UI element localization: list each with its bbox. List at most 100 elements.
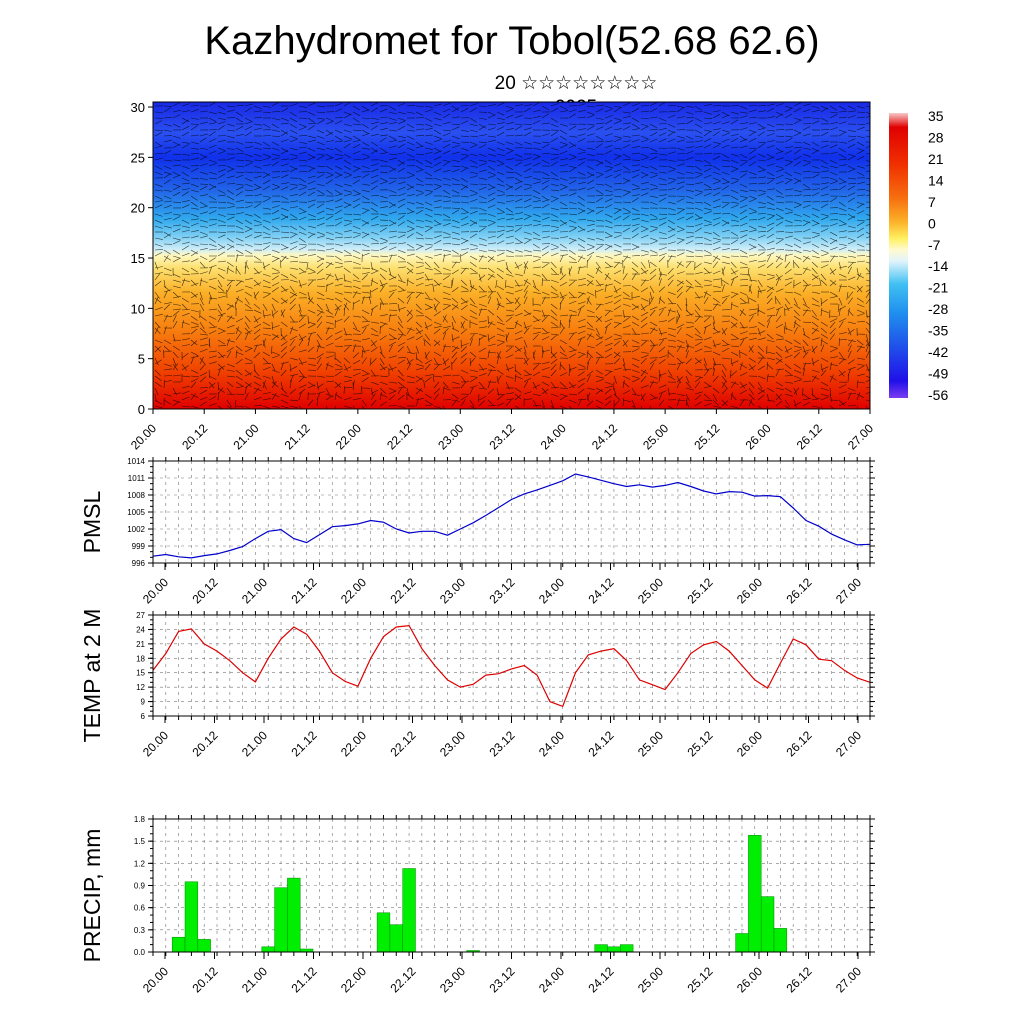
- wind-barb: [793, 141, 802, 144]
- wind-barb: [487, 273, 494, 281]
- wind-barb: [235, 171, 245, 174]
- wind-barb: [487, 127, 496, 131]
- wind-barb: [460, 369, 469, 374]
- wind-barb: [747, 267, 750, 276]
- wind-barb: [703, 249, 712, 254]
- wind-barb: [856, 181, 865, 185]
- wind-barb: [415, 261, 424, 264]
- wind-barb: [433, 311, 441, 317]
- wind-barb: [577, 338, 582, 347]
- wind-barb: [163, 200, 172, 203]
- wind-barb: [568, 345, 576, 351]
- wind-barb: [397, 369, 404, 377]
- wind-barb: [766, 291, 773, 299]
- wind-barb: [613, 231, 622, 234]
- wind-barb: [154, 252, 163, 257]
- wind-barb: [271, 275, 279, 281]
- wind-barb: [658, 217, 667, 221]
- wind-barb: [271, 272, 280, 275]
- wind-barb: [703, 138, 712, 143]
- x-tick-label: 26.12: [794, 421, 825, 452]
- wind-barb: [397, 135, 406, 139]
- wind-barb: [163, 107, 171, 113]
- wind-barb: [586, 209, 595, 215]
- wind-barb: [496, 217, 505, 221]
- wind-barb: [568, 367, 577, 371]
- wind-barb: [838, 105, 847, 111]
- wind-barb: [658, 273, 667, 276]
- wind-barb: [469, 399, 475, 407]
- wind-barb: [550, 117, 558, 123]
- wind-barb: [577, 301, 586, 305]
- wind-barb: [541, 387, 548, 395]
- wind-barb: [343, 183, 352, 187]
- wind-barb: [595, 327, 600, 336]
- wind-barb: [766, 387, 775, 393]
- wind-barb: [298, 261, 308, 263]
- wind-barb: [199, 344, 208, 347]
- wind-barb: [604, 225, 613, 229]
- wind-barb: [703, 326, 707, 335]
- wind-barb: [694, 174, 703, 179]
- wind-barb: [442, 113, 451, 119]
- wind-barb: [343, 279, 352, 283]
- wind-barb: [244, 381, 252, 388]
- wind-barb: [388, 194, 398, 197]
- wind-barb: [343, 249, 351, 255]
- wind-barb: [316, 117, 325, 120]
- wind-barb: [712, 393, 718, 402]
- wind-barb: [793, 237, 802, 242]
- wind-barb: [226, 109, 235, 113]
- wind-barb: [667, 165, 676, 170]
- wind-barb: [388, 405, 398, 407]
- wind-barb: [451, 399, 458, 407]
- wind-barb: [289, 193, 298, 197]
- wind-barb: [316, 174, 325, 179]
- wind-barb: [784, 254, 787, 263]
- wind-barb: [631, 315, 640, 321]
- wind-barb: [487, 255, 495, 261]
- wind-barb: [595, 206, 605, 209]
- wind-barb: [325, 297, 334, 301]
- wind-barb: [442, 381, 449, 389]
- wind-barb: [334, 305, 342, 311]
- wind-barb: [289, 326, 294, 335]
- wind-barb: [154, 243, 163, 247]
- wind-barb: [280, 393, 289, 397]
- wind-barb: [514, 104, 523, 107]
- wind-barb: [550, 369, 557, 377]
- wind-barb: [730, 270, 739, 275]
- wind-barb: [676, 314, 681, 323]
- wind-barb: [262, 173, 270, 179]
- wind-barb: [226, 266, 229, 275]
- wind-barb: [181, 117, 190, 122]
- wind-barb: [838, 111, 848, 113]
- precip-bar: [620, 944, 634, 953]
- wind-barb: [244, 121, 253, 125]
- wind-barb: [766, 201, 775, 206]
- wind-barb: [397, 152, 406, 155]
- wind-barb: [820, 237, 828, 243]
- wind-barb: [271, 333, 280, 338]
- wind-barb: [694, 227, 702, 233]
- wind-barb: [568, 192, 577, 197]
- wind-barb: [694, 223, 703, 227]
- wind-barb: [451, 165, 461, 167]
- wind-barb: [460, 352, 468, 359]
- wind-barb: [505, 399, 512, 407]
- wind-barb: [730, 360, 739, 365]
- wind-barb: [217, 213, 226, 217]
- wind-barb: [613, 138, 622, 143]
- wind-barb: [334, 157, 343, 161]
- wind-barb: [460, 343, 469, 347]
- wind-barb: [712, 387, 720, 394]
- wind-barb: [613, 279, 622, 285]
- wind-barb: [730, 370, 738, 377]
- wind-barb: [334, 147, 342, 153]
- wind-barb: [262, 309, 265, 318]
- wind-barb: [235, 237, 244, 242]
- wind-barb: [478, 159, 487, 162]
- wind-barb: [703, 393, 711, 400]
- wind-barb: [757, 201, 766, 205]
- wind-barb: [550, 229, 559, 233]
